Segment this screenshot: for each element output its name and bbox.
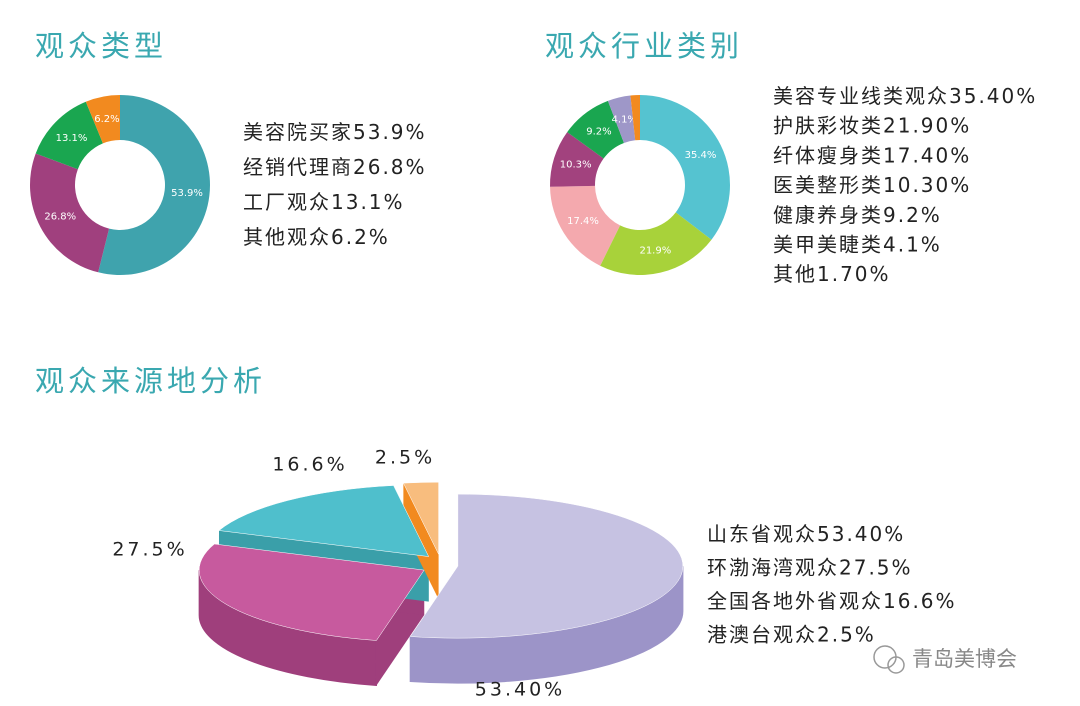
legend-entry: 美容专业线类观众35.40%	[773, 84, 1037, 108]
pie-slice-top	[218, 485, 430, 557]
donut-slice	[600, 212, 712, 275]
legend-label: 纤体瘦身类	[773, 143, 883, 167]
legend-entry: 健康养身类9.2%	[773, 202, 942, 226]
donut-slice	[640, 95, 730, 240]
watermark-text: 青岛美博会	[912, 647, 1017, 671]
donut-slice	[98, 95, 210, 276]
legend-label: 美甲美睫类	[773, 232, 883, 256]
legend-value: 35.40%	[949, 84, 1037, 108]
slice-label: 13.1%	[56, 133, 88, 144]
legend-label: 其他	[773, 262, 817, 286]
slice-label: 2.5%	[375, 447, 435, 469]
legend-value: 9.2%	[883, 202, 942, 226]
donut-slice	[607, 95, 636, 143]
legend-entry: 护肤彩妆类21.90%	[773, 113, 971, 137]
chart-title: 观众类型	[35, 29, 167, 63]
pie-slice-top	[409, 493, 684, 639]
slice-label: 9.2%	[586, 126, 611, 137]
legend-value: 13.1%	[331, 190, 405, 214]
slice-label: 53.9%	[171, 188, 203, 199]
legend-label: 环渤海湾观众	[707, 555, 839, 579]
slice-label: 27.5%	[112, 539, 187, 561]
slice-label: 16.6%	[272, 454, 347, 476]
legend-value: 53.40%	[817, 522, 905, 546]
chart-title: 观众行业类别	[545, 29, 743, 63]
donut-slice	[85, 95, 120, 144]
slice-label: 35.4%	[685, 150, 717, 161]
legend-entry: 美容院买家53.9%	[243, 120, 427, 144]
legend-value: 6.2%	[331, 225, 390, 249]
legend-entry: 其他观众6.2%	[243, 225, 390, 249]
chart-title: 观众来源地分析	[35, 364, 266, 398]
donut-slice	[35, 101, 103, 170]
legend-entry: 纤体瘦身类17.40%	[773, 143, 971, 167]
legend-entry: 美甲美睫类4.1%	[773, 232, 942, 256]
slice-label: 10.3%	[560, 160, 592, 171]
legend-label: 美容院买家	[243, 120, 353, 144]
legend-entry: 环渤海湾观众27.5%	[707, 555, 913, 579]
legend-label: 山东省观众	[707, 522, 817, 546]
slice-label: 4.1%	[612, 114, 637, 125]
slice-label: 6.2%	[94, 114, 119, 125]
legend-value: 16.6%	[883, 589, 957, 613]
legend-label: 美容专业线类观众	[773, 84, 949, 108]
legend-label: 经销代理商	[243, 155, 353, 179]
legend-value: 2.5%	[817, 622, 876, 646]
donut-slice	[567, 100, 624, 159]
legend-entry: 经销代理商26.8%	[243, 155, 427, 179]
pie-slice-top	[198, 543, 425, 641]
slice-label: 26.8%	[44, 211, 76, 222]
legend-label: 全国各地外省观众	[707, 589, 883, 613]
donut-slice	[630, 95, 640, 141]
legend-value: 17.40%	[883, 143, 971, 167]
slice-label: 53.40%	[475, 679, 565, 701]
legend-value: 10.30%	[883, 173, 971, 197]
slice-label: 21.9%	[639, 246, 671, 257]
legend-value: 21.90%	[883, 113, 971, 137]
legend-entry: 其他1.70%	[773, 262, 891, 286]
legend-label: 医美整形类	[773, 173, 883, 197]
legend-label: 健康养身类	[773, 202, 883, 226]
legend-value: 1.70%	[817, 262, 891, 286]
legend-value: 4.1%	[883, 232, 942, 256]
legend-entry: 全国各地外省观众16.6%	[707, 589, 957, 613]
slice-label: 17.4%	[567, 216, 599, 227]
legend-label: 工厂观众	[243, 190, 331, 214]
legend-value: 27.5%	[839, 555, 913, 579]
legend-value: 53.9%	[353, 120, 427, 144]
legend-label: 护肤彩妆类	[773, 113, 883, 137]
watermark: 青岛美博会	[873, 645, 1017, 674]
legend-entry: 山东省观众53.40%	[707, 522, 905, 546]
donut-slice	[550, 185, 621, 266]
donut-slice	[550, 132, 604, 187]
legend-label: 其他观众	[243, 225, 331, 249]
legend-value: 26.8%	[353, 155, 427, 179]
legend-entry: 工厂观众13.1%	[243, 190, 405, 214]
legend-label: 港澳台观众	[707, 622, 817, 646]
legend-entry: 港澳台观众2.5%	[707, 622, 876, 646]
pie-slice-top	[402, 481, 439, 555]
donut-slice	[29, 153, 110, 273]
legend-entry: 医美整形类10.30%	[773, 173, 971, 197]
